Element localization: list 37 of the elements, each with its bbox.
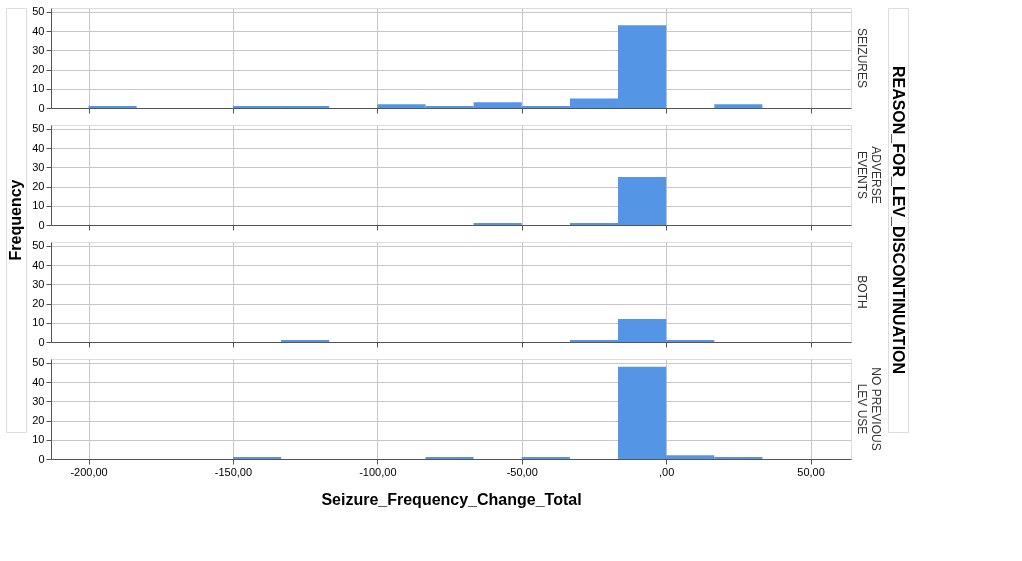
y-tick-label: 50 — [32, 122, 45, 135]
y-tick-label: 20 — [32, 414, 45, 427]
x-tick-label: -50,00 — [506, 465, 538, 478]
text: SEIZURES — [855, 27, 869, 89]
y-tick-label: 30 — [32, 43, 45, 56]
y-tick-label: 10 — [32, 433, 45, 446]
text: BOTH — [855, 275, 869, 309]
y-tick-label: 0 — [38, 218, 45, 231]
y-axis-title: Frequency — [7, 179, 24, 261]
y-tick-label: 50 — [32, 356, 45, 369]
x-tick-label: -100,00 — [359, 465, 397, 478]
y-tick-label: 0 — [38, 452, 45, 465]
y-tick-label: 20 — [32, 297, 45, 310]
y-tick-label: 30 — [32, 394, 45, 407]
y-tick-label: 0 — [38, 335, 45, 348]
y-tick-label: 20 — [32, 63, 45, 76]
y-tick-label: 50 — [32, 239, 45, 252]
y-tick-label: 40 — [32, 375, 45, 388]
y-tick-label: 50 — [32, 5, 45, 18]
x-tick-label: ,00 — [659, 465, 675, 478]
x-tick-label: -200,00 — [70, 465, 108, 478]
text: ADVERSE EVENTS — [855, 146, 883, 204]
x-tick-label: -150,00 — [214, 465, 253, 478]
x-axis-title: Seizure_Frequency_Change_Total — [321, 490, 582, 508]
y-tick-label: 30 — [32, 160, 45, 173]
y-tick-label: 10 — [32, 316, 45, 329]
y-tick-label: 30 — [32, 277, 45, 290]
y-tick-label: 10 — [32, 82, 45, 95]
text: REASON_FOR_LEV_DISCONTINUATION — [890, 65, 907, 375]
y-tick-label: 0 — [38, 101, 45, 114]
y-tick-label: 40 — [32, 141, 45, 154]
y-tick-label: 10 — [32, 199, 45, 212]
y-tick-label: 40 — [32, 258, 45, 271]
x-tick-label: 50,00 — [797, 465, 825, 478]
y-tick-label: 20 — [32, 180, 45, 193]
text: NO PREVIOUS LEV USE — [855, 367, 883, 451]
y-tick-label: 40 — [32, 24, 45, 37]
